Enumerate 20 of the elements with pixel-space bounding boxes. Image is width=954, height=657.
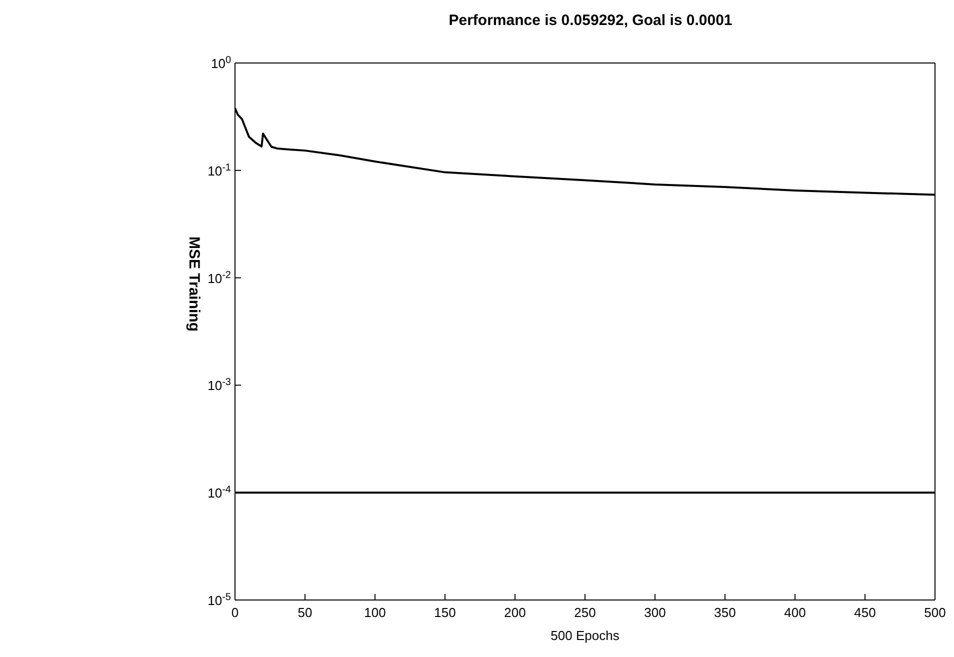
y-tick-label: 10$^{-2}$ <box>208 269 232 286</box>
x-tick-label: 250 <box>574 605 596 620</box>
y-axis-title: MSE Training <box>186 236 203 332</box>
x-tick-label: 450 <box>854 605 876 620</box>
y-tick-label: 10$^{0}$ <box>210 54 232 71</box>
x-tick-label: 300 <box>644 605 666 620</box>
y-tick-label: 10$^{-3}$ <box>208 376 232 394</box>
chart-title: Performance is 0.059292, Goal is 0.0001 <box>448 12 734 29</box>
y-tick-label: 10$^{-5}$ <box>208 592 232 608</box>
x-tick-label: 50 <box>298 605 312 620</box>
x-axis-title: 500 Epochs <box>550 628 620 643</box>
x-tick-label: 100 <box>364 605 386 620</box>
y-tick-label: 10$^{-4}$ <box>208 484 232 501</box>
x-tick-label: 500 <box>924 605 946 620</box>
x-tick-label: 350 <box>714 605 736 620</box>
x-tick-label: 200 <box>504 605 526 620</box>
x-tick-label: 400 <box>784 605 806 620</box>
x-tick-label: 150 <box>434 605 456 620</box>
x-tick-label: 0 <box>231 605 239 620</box>
y-tick-label: 10$^{-1}$ <box>208 162 232 178</box>
